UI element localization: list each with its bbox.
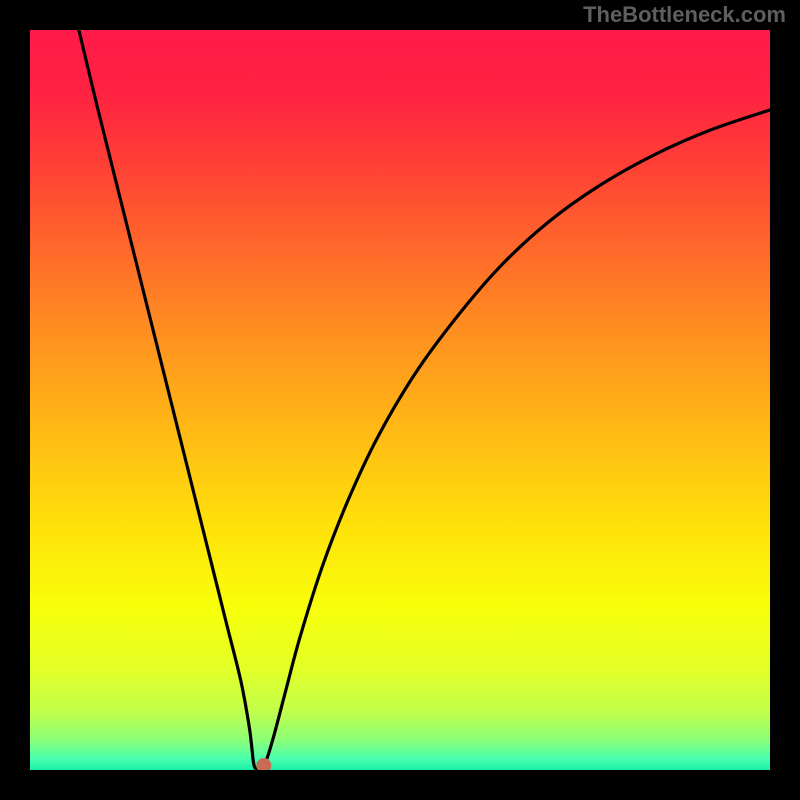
chart-container: TheBottleneck.com: [0, 0, 800, 800]
plot-svg: [30, 30, 770, 770]
watermark-text: TheBottleneck.com: [583, 2, 786, 28]
plot-area: [30, 30, 770, 770]
